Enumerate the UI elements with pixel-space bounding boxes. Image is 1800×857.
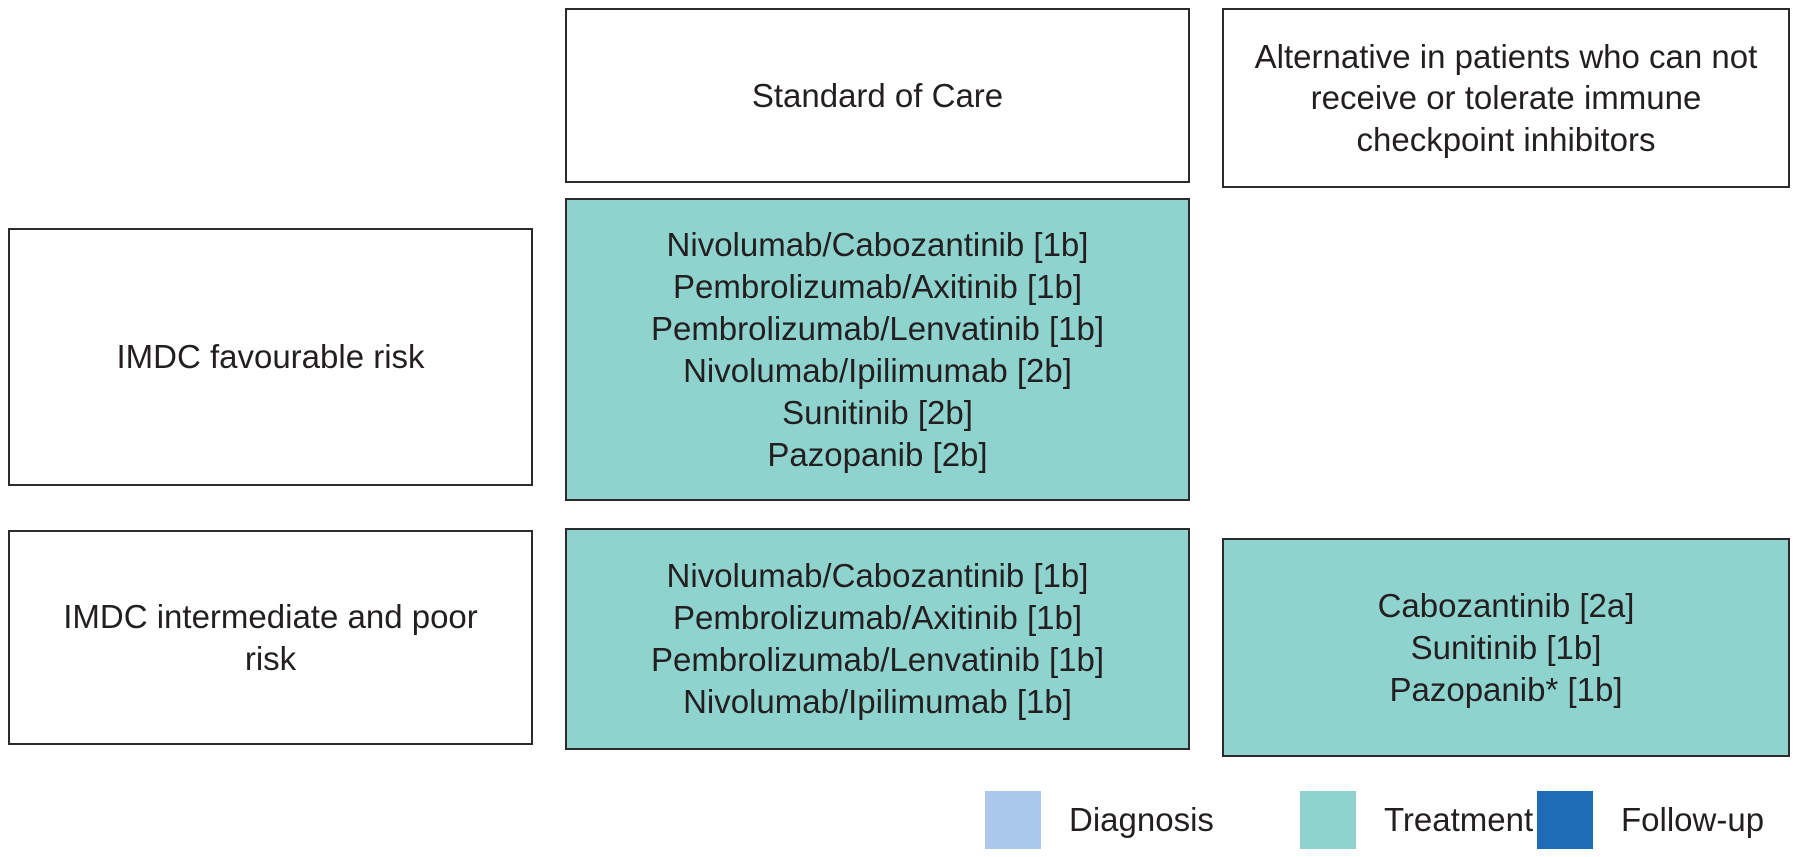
legend-label-diagnosis: Diagnosis [1069, 801, 1214, 838]
treatment-option: Cabozantinib [2a] [1377, 586, 1635, 624]
treatment-option: Pazopanib [2b] [767, 435, 988, 473]
treatment-option: Sunitinib [2b] [782, 393, 973, 431]
treatment-option: Pembrolizumab/Axitinib [1b] [672, 599, 1083, 636]
alternative-header-label: Alternative in patients who can not rece… [1254, 37, 1758, 158]
treatment-option: Pembrolizumab/Lenvatinib [1b] [650, 641, 1105, 678]
legend-item-diagnosis: Diagnosis [985, 790, 1214, 850]
legend-item-treatment: Treatment [1300, 790, 1533, 850]
treatment-option: Nivolumab/Cabozantinib [1b] [666, 225, 1089, 263]
treatment-box-favourable-standard: Nivolumab/Cabozantinib [1b] Pembrolizuma… [565, 198, 1190, 501]
legend-label-followup: Follow-up [1621, 801, 1765, 838]
treatment-option: Nivolumab/Cabozantinib [1b] [666, 557, 1089, 594]
treatment-option: Pembrolizumab/Lenvatinib [1b] [650, 309, 1105, 347]
legend-item-followup: Follow-up [1537, 790, 1764, 850]
row-header-imdc-intermediate-poor-risk: IMDC intermediate and poor risk [8, 530, 533, 745]
risk-label: IMDC favourable risk [116, 338, 425, 376]
treatment-option: Pazopanib* [1b] [1389, 670, 1623, 708]
column-header-standard-of-care: Standard of Care [565, 8, 1190, 183]
treatment-box-intermediate-standard: Nivolumab/Cabozantinib [1b] Pembrolizuma… [565, 528, 1190, 750]
followup-color-swatch [1537, 791, 1593, 849]
treatment-option: Nivolumab/Ipilimumab [2b] [683, 351, 1072, 389]
diagnosis-color-swatch [985, 791, 1041, 849]
treatment-option: Pembrolizumab/Axitinib [1b] [672, 267, 1083, 305]
legend-label-treatment: Treatment [1384, 801, 1534, 838]
treatment-color-swatch [1300, 791, 1356, 849]
row-header-imdc-favourable-risk: IMDC favourable risk [8, 228, 533, 486]
treatment-option: Nivolumab/Ipilimumab [1b] [683, 683, 1072, 720]
treatment-box-intermediate-alternative: Cabozantinib [2a] Sunitinib [1b] Pazopan… [1222, 538, 1790, 757]
column-header-alternative: Alternative in patients who can not rece… [1222, 8, 1790, 188]
treatment-option: Sunitinib [1b] [1410, 628, 1602, 666]
risk-label: IMDC intermediate and poor risk [63, 597, 478, 677]
standard-of-care-label: Standard of Care [751, 76, 1004, 114]
